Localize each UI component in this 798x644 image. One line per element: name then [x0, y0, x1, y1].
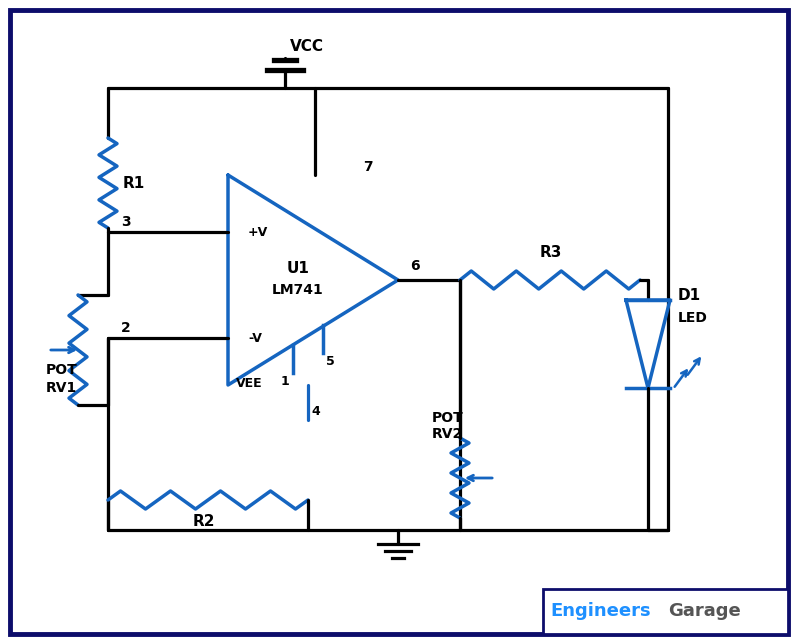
- Text: 7: 7: [363, 160, 373, 174]
- Text: 4: 4: [311, 405, 320, 418]
- Text: LM741: LM741: [272, 283, 324, 297]
- Text: LED: LED: [678, 311, 708, 325]
- Text: R1: R1: [123, 176, 145, 191]
- Text: VCC: VCC: [290, 39, 324, 53]
- Text: 6: 6: [410, 259, 420, 273]
- Text: +V: +V: [248, 225, 268, 238]
- Text: 1: 1: [281, 375, 290, 388]
- Text: U1: U1: [286, 261, 310, 276]
- Text: RV2: RV2: [432, 427, 464, 441]
- Text: VEE: VEE: [236, 377, 263, 390]
- Text: -V: -V: [248, 332, 262, 345]
- Text: 2: 2: [121, 321, 131, 335]
- Text: R2: R2: [193, 515, 215, 529]
- Text: RV1: RV1: [46, 381, 77, 395]
- Text: R3: R3: [540, 245, 563, 260]
- Text: POT: POT: [432, 411, 464, 425]
- Text: POT: POT: [46, 363, 77, 377]
- Text: D1: D1: [678, 287, 701, 303]
- Text: 5: 5: [326, 355, 334, 368]
- Text: Garage: Garage: [668, 602, 741, 620]
- Bar: [543, 589, 788, 634]
- Text: 3: 3: [121, 215, 131, 229]
- Text: Engineers: Engineers: [550, 602, 650, 620]
